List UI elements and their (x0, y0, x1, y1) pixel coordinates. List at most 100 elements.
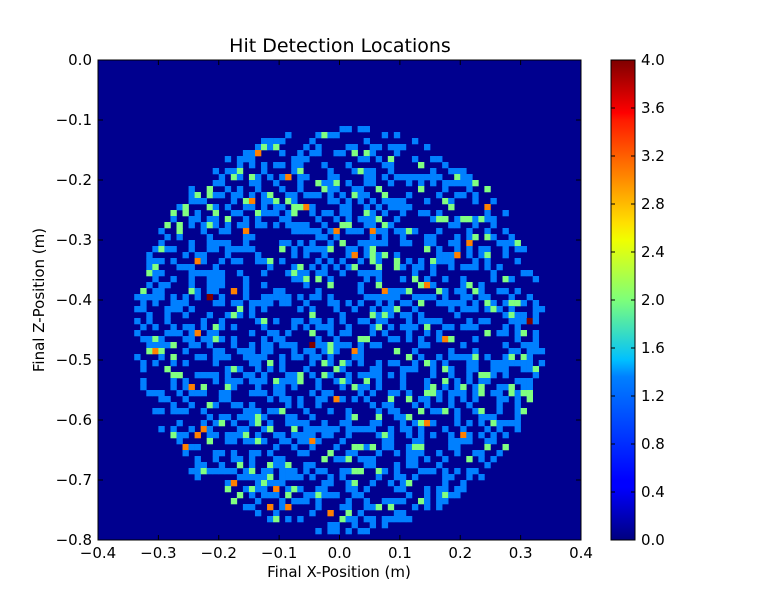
heatmap-cell (502, 444, 509, 451)
heatmap-cell (424, 486, 431, 493)
heatmap-cell (369, 294, 377, 301)
heatmap-cell (279, 354, 286, 361)
heatmap-cell (411, 270, 419, 277)
heatmap-cell (200, 462, 207, 469)
heatmap-cell (140, 324, 147, 331)
heatmap-cell (333, 426, 340, 433)
heatmap-cell (405, 516, 413, 523)
heatmap-cell (297, 240, 304, 247)
heatmap-cell (309, 150, 316, 157)
heatmap-cell (339, 312, 346, 319)
heatmap-cell (158, 228, 165, 235)
heatmap-cell (273, 492, 280, 499)
heatmap-cell (254, 414, 262, 421)
heatmap-cell (261, 222, 268, 229)
heatmap-cell (279, 390, 286, 397)
heatmap-cell (134, 318, 141, 325)
heatmap-cell (261, 306, 268, 313)
heatmap-cell (472, 366, 479, 373)
heatmap-cell (442, 186, 449, 193)
heatmap-cell (351, 150, 358, 157)
heatmap-cell (248, 504, 256, 511)
heatmap-cell (230, 300, 238, 307)
heatmap-cell (285, 216, 292, 223)
heatmap-cell (267, 468, 274, 475)
heatmap-cell (472, 300, 479, 307)
heatmap-cell (448, 432, 455, 439)
heatmap-cell (345, 162, 352, 169)
heatmap-cell (182, 294, 189, 301)
heatmap-cell (146, 258, 153, 265)
heatmap-cell (393, 360, 401, 367)
heatmap-cell (393, 150, 401, 157)
heatmap-cell (369, 522, 377, 529)
y-axis-ticks: 0.0−0.1−0.2−0.3−0.4−0.5−0.6−0.7−0.8 (56, 51, 581, 549)
heatmap-cell (248, 174, 256, 181)
x-axis-ticks: −0.4 −0.3 −0.2 −0.1 0.0 0.1 0.2 0.3 0.4 (80, 60, 593, 562)
colorbar-tick-label: 1.6 (641, 339, 665, 357)
heatmap-cell (442, 492, 449, 499)
heatmap-cell (369, 306, 377, 313)
heatmap-cell (502, 324, 509, 331)
heatmap-cell (254, 474, 262, 481)
heatmap-cell (236, 192, 244, 199)
heatmap-cell (224, 414, 232, 421)
heatmap-cell (291, 414, 298, 421)
heatmap-cell (514, 420, 521, 427)
heatmap-cell (315, 342, 322, 349)
heatmap-cell (188, 384, 195, 391)
heatmap-cell (369, 342, 377, 349)
heatmap-cell (417, 294, 425, 301)
heatmap-cell (424, 396, 431, 403)
heatmap-cell (236, 456, 244, 463)
heatmap-cell (424, 294, 431, 301)
heatmap-cell (375, 384, 383, 391)
heatmap-cell (273, 162, 280, 169)
heatmap-cell (496, 420, 503, 427)
heatmap-cell (345, 372, 352, 379)
heatmap-cell (399, 210, 407, 217)
heatmap-cell (279, 468, 286, 475)
heatmap-cell (242, 150, 250, 157)
heatmap-cell (279, 258, 286, 265)
heatmap-cell (339, 192, 346, 199)
heatmap-cell (297, 156, 304, 163)
heatmap-cell (158, 408, 165, 415)
heatmap-cell (508, 318, 515, 325)
heatmap-cell (315, 150, 322, 157)
heatmap-cell (484, 318, 491, 325)
heatmap-cell (387, 360, 395, 367)
heatmap-cell (170, 306, 177, 313)
heatmap-cell (291, 192, 298, 199)
heatmap-cell (327, 528, 334, 535)
heatmap-cell (448, 204, 455, 211)
heatmap-cell (248, 462, 256, 469)
heatmap-cell (315, 324, 322, 331)
heatmap-cell (206, 432, 214, 439)
heatmap-cell (285, 174, 292, 181)
heatmap-cell (309, 228, 316, 235)
heatmap-cell (345, 486, 352, 493)
heatmap-cell (417, 162, 425, 169)
heatmap-cell (267, 138, 274, 145)
heatmap-cell (254, 354, 262, 361)
heatmap-cell (230, 378, 238, 385)
heatmap-cell (285, 462, 292, 469)
heatmap-cell (460, 174, 467, 181)
heatmap-cell (532, 366, 540, 373)
heatmap-cell (526, 396, 533, 403)
heatmap-cell (502, 432, 509, 439)
heatmap-cell (218, 270, 226, 277)
heatmap-cell (267, 264, 274, 271)
heatmap-cell (351, 468, 358, 475)
heatmap-cell (466, 372, 473, 379)
heatmap-cell (472, 198, 479, 205)
heatmap-cell (345, 426, 352, 433)
heatmap-cell (176, 234, 183, 241)
heatmap-cell (327, 180, 334, 187)
heatmap-cell (315, 498, 322, 505)
heatmap-cell (466, 318, 473, 325)
heatmap-cell (460, 264, 467, 271)
heatmap-cell (448, 324, 455, 331)
heatmap-cell (484, 252, 491, 259)
